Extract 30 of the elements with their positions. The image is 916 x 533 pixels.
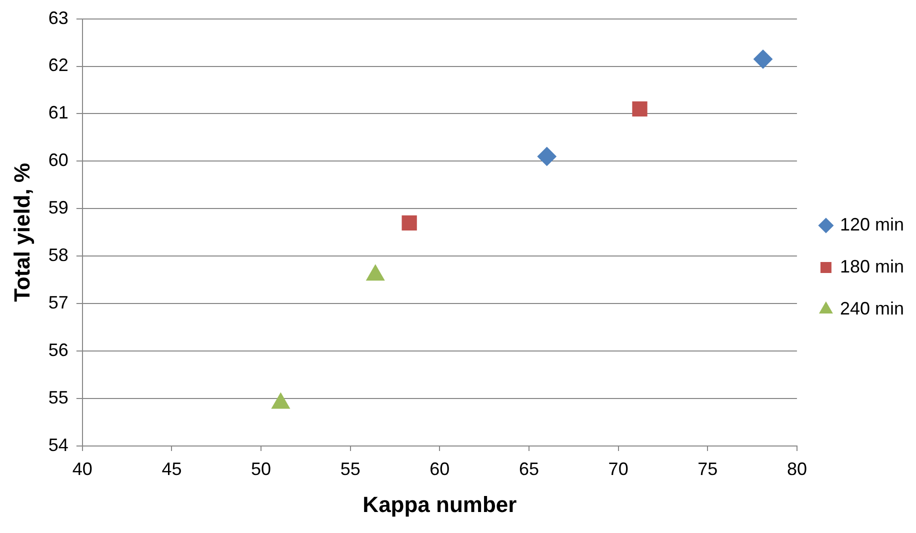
y-tick-label: 59 [48,198,68,218]
x-tick-label: 45 [162,458,182,479]
point [402,215,417,230]
point [537,146,556,166]
x-axis-title: Kappa number [362,492,518,517]
x-tick-label: 70 [608,458,628,479]
y-tick-label: 55 [48,388,68,408]
x-tick-label: 55 [340,458,360,479]
y-tick-label: 61 [48,102,68,123]
y-tick-label: 58 [48,245,68,266]
point [366,264,385,281]
point [754,50,773,69]
legend-label: 180 min [840,256,904,276]
y-tick-label: 57 [48,292,68,313]
y-tick-label: 62 [48,55,68,76]
x-tick-label: 65 [518,458,540,479]
legend-label: 120 min [840,214,904,234]
x-tick-label: 80 [786,458,807,479]
x-tick-label: 60 [430,458,450,479]
y-tick-label: 54 [48,434,68,455]
x-tick-label: 50 [251,458,272,479]
x-tick-label: 75 [698,458,718,479]
legend-label: 240 min [840,298,904,318]
y-tick-label: 63 [48,8,68,28]
y-tick-label: 60 [48,150,68,170]
point [272,392,290,409]
y-axis-title: Total yield, % [9,162,34,302]
x-tick-label: 40 [72,458,92,479]
y-tick-label: 56 [48,340,68,360]
point [632,101,648,117]
